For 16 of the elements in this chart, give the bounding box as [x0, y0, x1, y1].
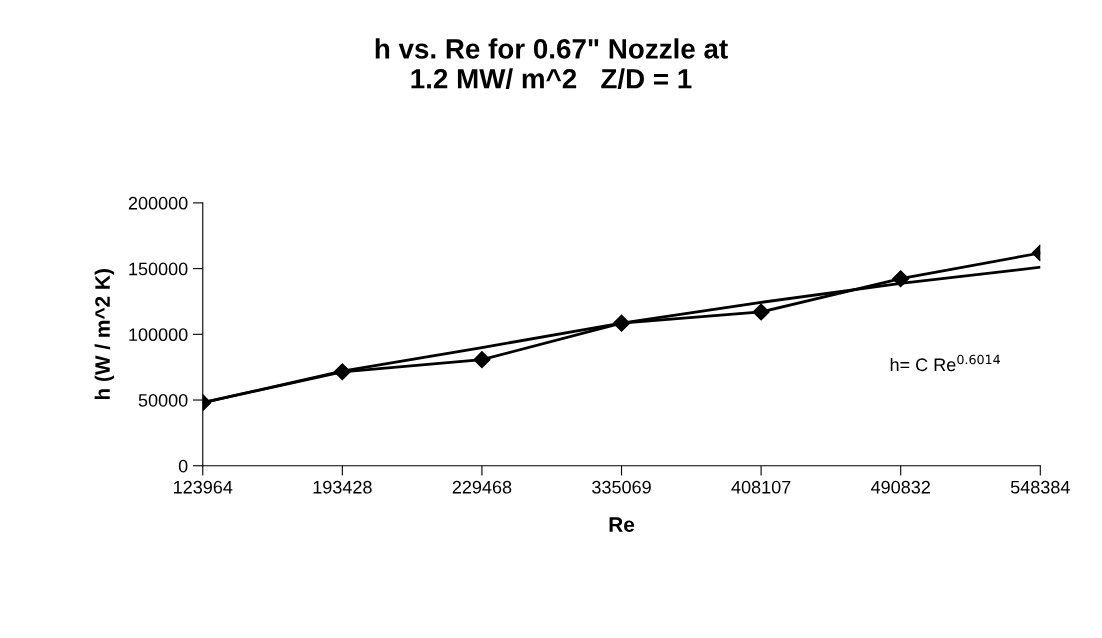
- x-tick-label: 335069: [592, 480, 651, 494]
- y-tick-label: 150000: [129, 262, 188, 276]
- y-tick-label: 100000: [129, 328, 188, 342]
- x-tick-label: 229468: [452, 480, 512, 494]
- chart-title: h vs. Re for 0.67" Nozzle at 1.2 MW/ m^2 Z/D = 1: [375, 38, 728, 89]
- x-tick-label: 548384: [1010, 480, 1070, 494]
- x-tick-label: 490832: [870, 480, 930, 494]
- x-tick-label: 123964: [174, 480, 233, 494]
- annotation: h= C Re$^{0.6014}$: [890, 354, 1000, 372]
- x-tick-label: 408107: [731, 480, 791, 494]
- x-axis-title: Re: [609, 517, 635, 532]
- y-tick-label: 200000: [128, 196, 188, 210]
- y-axis-title: h (W / m^2 K): [94, 269, 115, 400]
- x-tick-label: 193428: [313, 480, 372, 494]
- y-tick-label: 50000: [138, 393, 188, 407]
- y-tick-label: 0: [178, 459, 188, 473]
